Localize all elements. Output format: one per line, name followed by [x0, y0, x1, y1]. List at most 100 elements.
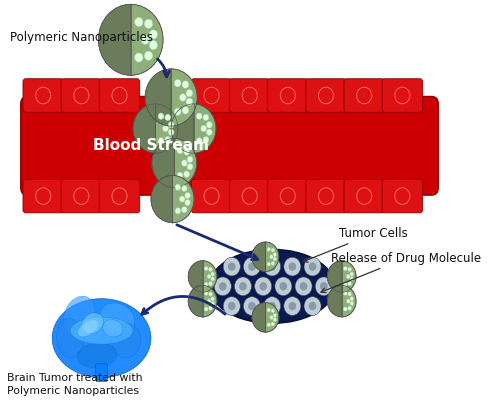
- Circle shape: [184, 171, 190, 177]
- Circle shape: [177, 147, 183, 154]
- Circle shape: [206, 129, 212, 135]
- Circle shape: [168, 129, 174, 135]
- Wedge shape: [171, 104, 194, 153]
- Circle shape: [228, 262, 235, 271]
- Circle shape: [149, 40, 158, 50]
- Circle shape: [210, 301, 214, 305]
- Wedge shape: [98, 4, 130, 75]
- FancyBboxPatch shape: [382, 79, 422, 112]
- Circle shape: [175, 184, 180, 190]
- Circle shape: [144, 51, 152, 60]
- Circle shape: [344, 291, 347, 295]
- Circle shape: [270, 255, 273, 259]
- Circle shape: [275, 277, 292, 296]
- Wedge shape: [194, 104, 216, 153]
- Ellipse shape: [52, 298, 151, 377]
- Wedge shape: [266, 242, 279, 271]
- Wedge shape: [252, 242, 266, 271]
- Ellipse shape: [102, 320, 123, 337]
- Circle shape: [186, 98, 192, 105]
- Circle shape: [271, 322, 274, 326]
- FancyBboxPatch shape: [268, 179, 308, 213]
- Wedge shape: [342, 261, 356, 292]
- Circle shape: [162, 125, 168, 132]
- Text: Release of Drug Molecule: Release of Drug Molecule: [321, 252, 480, 292]
- Circle shape: [141, 35, 150, 45]
- Circle shape: [185, 200, 190, 206]
- Circle shape: [182, 185, 187, 192]
- Text: Polymeric Nanoparticles: Polymeric Nanoparticles: [10, 31, 152, 44]
- Circle shape: [304, 257, 321, 276]
- Circle shape: [348, 306, 352, 310]
- Circle shape: [267, 247, 270, 251]
- Circle shape: [165, 114, 170, 121]
- Circle shape: [234, 277, 252, 296]
- Circle shape: [280, 282, 287, 290]
- Circle shape: [184, 149, 190, 155]
- Circle shape: [158, 113, 164, 119]
- Ellipse shape: [70, 317, 133, 344]
- Circle shape: [187, 156, 193, 162]
- FancyBboxPatch shape: [268, 79, 308, 112]
- Circle shape: [174, 79, 181, 87]
- Ellipse shape: [78, 320, 98, 337]
- Circle shape: [315, 277, 332, 296]
- Wedge shape: [172, 175, 194, 223]
- Circle shape: [264, 257, 280, 276]
- Circle shape: [350, 301, 354, 305]
- Circle shape: [273, 257, 276, 261]
- FancyBboxPatch shape: [192, 79, 232, 112]
- Text: Blood Stream: Blood Stream: [92, 138, 208, 153]
- Circle shape: [208, 267, 212, 271]
- Circle shape: [223, 257, 240, 276]
- Circle shape: [182, 107, 189, 114]
- Circle shape: [204, 307, 208, 311]
- Circle shape: [175, 208, 180, 214]
- Circle shape: [187, 164, 193, 170]
- Circle shape: [268, 302, 276, 310]
- Circle shape: [208, 292, 212, 296]
- Circle shape: [144, 19, 152, 28]
- Ellipse shape: [82, 313, 104, 334]
- FancyBboxPatch shape: [61, 79, 102, 112]
- FancyBboxPatch shape: [344, 179, 385, 213]
- Wedge shape: [252, 303, 266, 332]
- FancyBboxPatch shape: [20, 96, 438, 195]
- Wedge shape: [145, 69, 171, 126]
- Circle shape: [295, 277, 312, 296]
- Circle shape: [244, 297, 260, 315]
- FancyBboxPatch shape: [100, 79, 140, 112]
- Wedge shape: [328, 261, 342, 292]
- Circle shape: [267, 308, 270, 312]
- Circle shape: [210, 297, 214, 301]
- Circle shape: [348, 292, 352, 296]
- Circle shape: [239, 282, 247, 290]
- Wedge shape: [342, 286, 356, 317]
- Circle shape: [260, 282, 267, 290]
- Circle shape: [203, 114, 209, 121]
- Circle shape: [320, 282, 328, 290]
- Ellipse shape: [210, 249, 335, 323]
- FancyBboxPatch shape: [23, 179, 64, 213]
- Circle shape: [264, 297, 280, 315]
- Circle shape: [267, 262, 270, 266]
- Circle shape: [186, 90, 192, 97]
- Circle shape: [219, 282, 226, 290]
- Circle shape: [177, 172, 183, 179]
- FancyBboxPatch shape: [306, 179, 346, 213]
- Wedge shape: [156, 104, 178, 153]
- FancyBboxPatch shape: [23, 79, 64, 112]
- Circle shape: [273, 253, 276, 256]
- Circle shape: [273, 318, 276, 322]
- Circle shape: [201, 125, 206, 132]
- Circle shape: [182, 81, 189, 88]
- Circle shape: [203, 136, 209, 143]
- Circle shape: [308, 302, 316, 310]
- Circle shape: [208, 281, 212, 286]
- Circle shape: [180, 94, 186, 101]
- Circle shape: [344, 307, 347, 311]
- Ellipse shape: [112, 324, 141, 358]
- Circle shape: [288, 302, 296, 310]
- Circle shape: [304, 297, 321, 315]
- Circle shape: [165, 136, 170, 143]
